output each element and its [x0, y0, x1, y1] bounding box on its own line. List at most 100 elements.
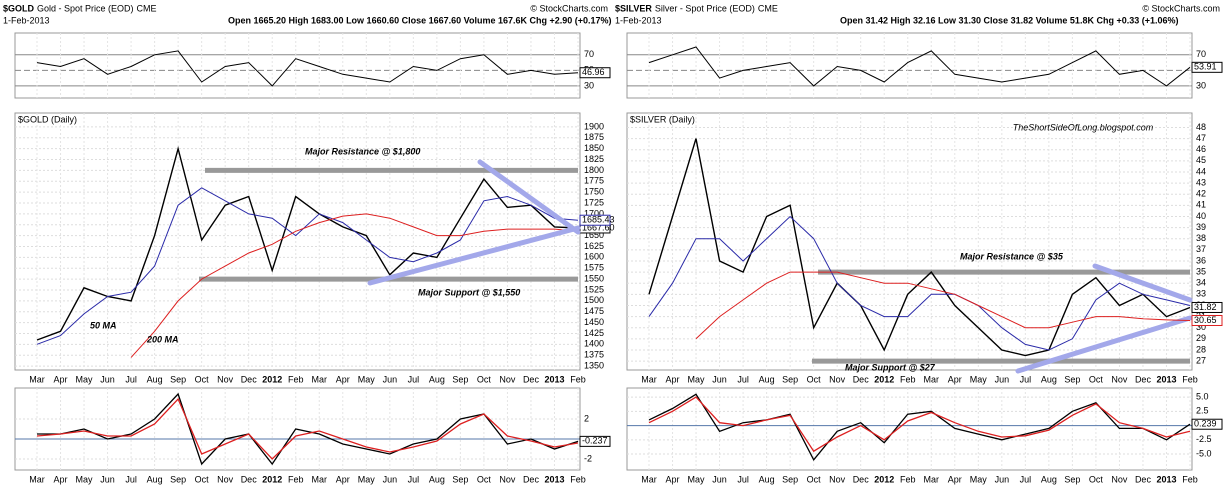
y-tick-label: 1750 [584, 187, 604, 197]
x-tick-label: Apr [666, 474, 680, 484]
series-line [36, 397, 579, 460]
series-line [648, 215, 1191, 351]
y-tick-label: 70 [1196, 49, 1206, 59]
x-tick-label: Aug [429, 474, 445, 484]
x-tick-label: Oct [1089, 374, 1104, 384]
x-tick-label: Oct [1089, 474, 1104, 484]
x-tick-label: Sep [782, 374, 798, 384]
x-tick-label: May [76, 374, 94, 384]
y-tick-label: 42 [1196, 189, 1206, 199]
x-tick-label: Dec [523, 374, 540, 384]
y-tick-label: 1575 [584, 263, 604, 273]
series-line [36, 50, 579, 87]
y-tick-label: 35 [1196, 266, 1206, 276]
chart-title: Gold - Spot Price (EOD) [37, 3, 134, 13]
y-tick-label: 1400 [584, 339, 604, 349]
x-tick-label: Dec [241, 374, 258, 384]
x-tick-label: Aug [147, 474, 163, 484]
y-tick-label: 36 [1196, 255, 1206, 265]
x-tick-label: Oct [195, 374, 210, 384]
series-line [648, 396, 1191, 453]
x-tick-label: Jul [408, 374, 420, 384]
x-tick-label: May [970, 374, 988, 384]
y-tick-label: 43 [1196, 177, 1206, 187]
level-label: Major Support @ $27 [845, 362, 936, 372]
x-tick-label: Mar [641, 374, 657, 384]
x-tick-label: Jul [737, 474, 749, 484]
trendline [367, 225, 581, 286]
x-tick-label: 2012 [262, 474, 282, 484]
x-tick-label: Jul [1020, 374, 1032, 384]
x-tick-label: Jun [712, 374, 727, 384]
y-tick-label: 1550 [584, 273, 604, 283]
x-tick-label: 2012 [874, 474, 894, 484]
last-value-box [579, 214, 611, 226]
level-label: Major Resistance @ $1,800 [305, 146, 420, 156]
x-tick-label: Jun [995, 474, 1010, 484]
x-tick-label: Mar [312, 474, 328, 484]
y-tick-label: 40 [1196, 211, 1206, 221]
x-tick-label: Aug [759, 474, 775, 484]
y-tick-label: 1450 [584, 317, 604, 327]
y-tick-label: 45 [1196, 155, 1206, 165]
y-tick-label: 1525 [584, 284, 604, 294]
y-tick-label: 48 [1196, 122, 1206, 132]
y-tick-label: 2.5 [1196, 406, 1209, 416]
x-tick-label: Feb [288, 474, 304, 484]
x-tick-label: Apr [336, 374, 350, 384]
trendlines [367, 159, 1193, 374]
series-line [36, 145, 579, 341]
trendline [1092, 263, 1193, 303]
x-tick-label: Jun [712, 474, 727, 484]
y-tick-label: 39 [1196, 222, 1206, 232]
last-value: 1685.43 [582, 215, 615, 225]
y-tick-label: 38 [1196, 233, 1206, 243]
y-tick-label: -2 [584, 453, 592, 463]
x-tick-label: Oct [195, 474, 210, 484]
y-tick-label: 27 [1196, 355, 1206, 365]
y-tick-label: 29 [1196, 333, 1206, 343]
x-tick-label: Jun [100, 374, 115, 384]
series-line [648, 46, 1191, 87]
x-tick-label: Sep [170, 374, 186, 384]
y-tick-label: 70 [584, 49, 594, 59]
x-tick-label: Feb [1182, 474, 1198, 484]
last-value-box [1191, 61, 1223, 73]
x-tick-label: Dec [1135, 374, 1152, 384]
quote: Open 1665.20 High 1683.00 Low 1660.60 Cl… [228, 15, 612, 25]
y-tick-label: -2.5 [1196, 434, 1212, 444]
x-tick-label: Sep [782, 474, 798, 484]
x-tick-label: Apr [54, 374, 68, 384]
ma-label: 200 MA [146, 334, 179, 344]
ma-label: 50 MA [90, 320, 117, 330]
y-tick-label: -5.0 [1196, 448, 1212, 458]
y-tick-label: 1500 [584, 295, 604, 305]
panel-frame [14, 387, 581, 471]
y-tick-label: 1625 [584, 241, 604, 251]
last-value-box [579, 67, 611, 79]
copyright: © StockCharts.com [530, 3, 608, 13]
x-tick-label: Mar [641, 474, 657, 484]
x-tick-label: Sep [452, 374, 468, 384]
x-tick-label: Aug [429, 374, 445, 384]
x-tick-label: Nov [217, 374, 234, 384]
y-tick-label: 34 [1196, 278, 1206, 288]
symbol: $GOLD [3, 3, 35, 13]
x-tick-label: Oct [477, 474, 492, 484]
watermark: TheShortSideOfLong.blogspot.com [1013, 122, 1154, 132]
trendline [1015, 315, 1193, 374]
x-tick-label: Nov [829, 374, 846, 384]
x-tick-label: Mar [29, 474, 45, 484]
x-tick-label: Mar [924, 374, 940, 384]
chart-title: Silver - Spot Price (EOD) [655, 3, 755, 13]
y-tick-label: 28 [1196, 344, 1206, 354]
x-tick-label: Jul [125, 474, 137, 484]
y-tick-label: 41 [1196, 200, 1206, 210]
last-value: 53.91 [1194, 62, 1217, 72]
x-tick-label: Feb [900, 374, 916, 384]
y-tick-label: 30 [584, 80, 594, 90]
y-tick-label: 46 [1196, 144, 1206, 154]
last-value-box [1191, 418, 1223, 430]
y-tick-label: 1350 [584, 360, 604, 370]
